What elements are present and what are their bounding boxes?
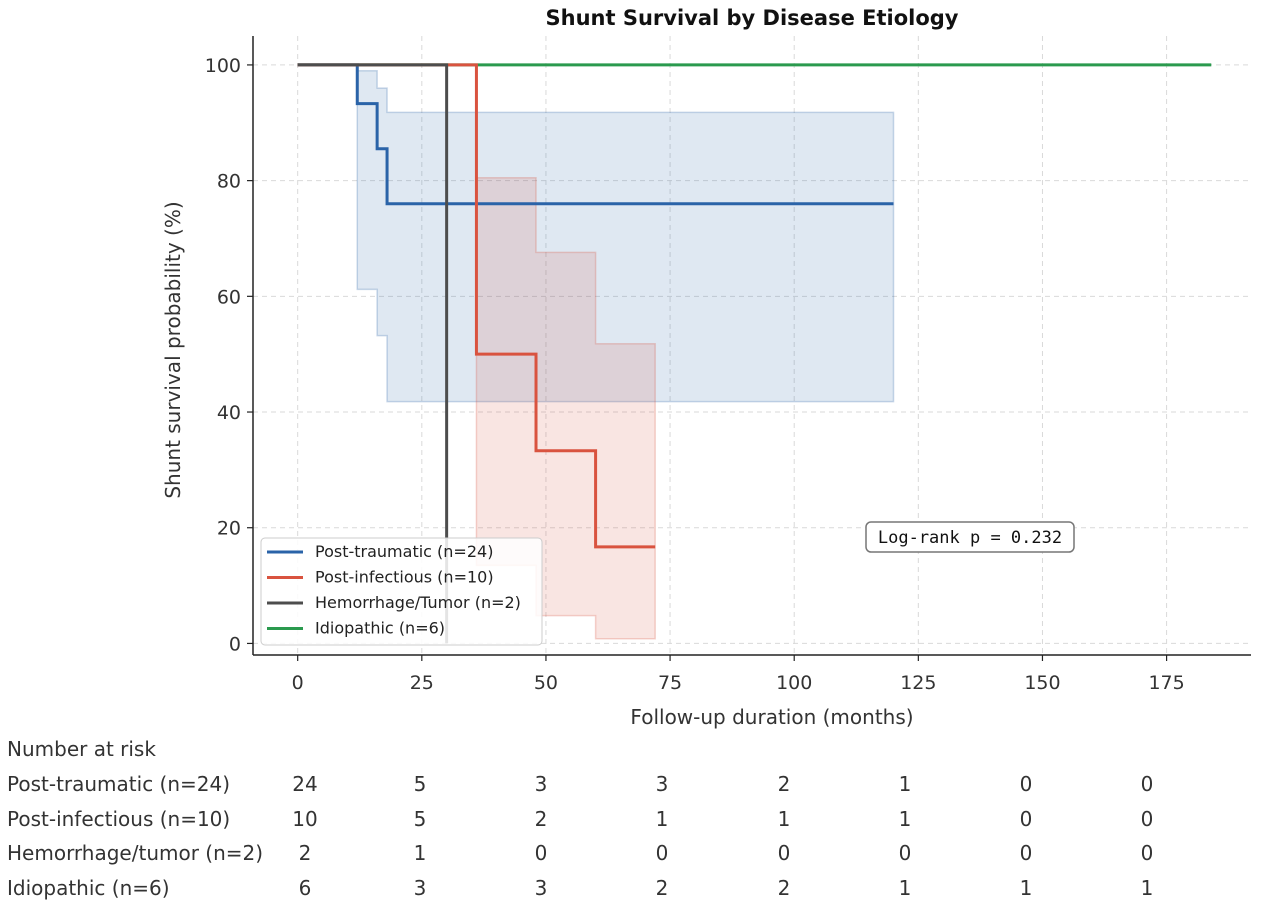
y-tick-label: 100 <box>205 55 241 77</box>
risk-cell: 1 <box>777 806 791 831</box>
risk-cell: 3 <box>655 772 669 796</box>
risk-cell: 5 <box>413 772 427 796</box>
x-tick-label: 0 <box>292 672 304 694</box>
y-tick-label: 80 <box>217 171 241 193</box>
risk-row-label: Post-infectious (n=10) <box>7 806 231 831</box>
risk-cell: 1 <box>655 806 669 831</box>
risk-cell: 2 <box>534 806 548 831</box>
risk-cell: 2 <box>655 876 669 901</box>
ci-band-post-traumatic-n-24 <box>356 69 895 403</box>
x-tick-label: 50 <box>534 672 558 694</box>
risk-cell: 0 <box>1019 806 1033 831</box>
x-tick-label: 100 <box>776 672 812 694</box>
risk-cell: 1 <box>898 806 912 831</box>
risk-cell: 1 <box>1140 876 1154 901</box>
risk-cell: 0 <box>1019 772 1033 796</box>
risk-cell: 0 <box>1019 841 1033 866</box>
risk-cell: 3 <box>413 876 427 901</box>
survival-curves <box>297 63 1212 644</box>
confidence-bands <box>356 69 895 640</box>
x-tick-labels: 0 25 50 75 100 125 150 175 <box>292 672 1185 694</box>
x-tick-label: 25 <box>410 672 434 694</box>
legend: Post-traumatic (n=24) Post-infectious (n=… <box>260 537 543 646</box>
chart-title: Shunt Survival by Disease Etiology <box>546 6 959 30</box>
legend-label-hemorrhage-tumor-n-2: Hemorrhage/Tumor (n=2) <box>315 593 521 612</box>
risk-cell: 1 <box>898 876 912 901</box>
risk-cell: 5 <box>413 806 427 831</box>
logrank-annotation: Log-rank p = 0.232 <box>878 528 1062 548</box>
risk-cell: 0 <box>1140 772 1154 796</box>
risk-row-label: Post-traumatic (n=24) <box>7 772 231 796</box>
curve-hemorrhage-tumor-n-2 <box>297 63 449 644</box>
y-tick-label: 60 <box>217 286 241 308</box>
legend-frame <box>260 537 543 646</box>
x-tick-label: 75 <box>658 672 682 694</box>
legend-label-post-infectious-n-10: Post-infectious (n=10) <box>315 568 494 587</box>
x-tick-label: 125 <box>900 672 936 694</box>
risk-row-label: Idiopathic (n=6) <box>7 876 170 901</box>
risk-cell: 1 <box>413 841 427 866</box>
risk-cell: 0 <box>1140 841 1154 866</box>
x-tick-label: 175 <box>1148 672 1184 694</box>
risk-cell: 0 <box>655 841 669 866</box>
risk-cell: 2 <box>777 876 791 901</box>
risk-cell: 1 <box>1019 876 1033 901</box>
risk-cell: 2 <box>298 841 312 866</box>
y-tick-label: 0 <box>229 633 241 655</box>
risk-cell: 24 <box>292 772 318 796</box>
annotation-frame <box>865 521 1075 553</box>
legend-label-idiopathic-n-6: Idiopathic (n=6) <box>315 619 445 638</box>
y-tick-label: 40 <box>217 402 241 424</box>
risk-cell: 10 <box>292 806 318 831</box>
risk-cell: 3 <box>534 876 548 901</box>
risk-cell: 0 <box>1140 806 1154 831</box>
curve-post-infectious-n-10 <box>297 63 656 549</box>
risk-cell: 2 <box>777 772 791 796</box>
risk-cell: 3 <box>534 772 548 796</box>
risk-cell: 1 <box>898 772 912 796</box>
risk-table-header: Number at risk <box>7 737 156 761</box>
km-chart: Shunt Survival by Disease Etiology 0 25 50… <box>161 6 1251 729</box>
x-tick-label: 150 <box>1024 672 1060 694</box>
risk-cell: 0 <box>777 841 791 866</box>
annotation-box: Log-rank p = 0.232 <box>865 521 1075 553</box>
curve-post-traumatic-n-24 <box>297 63 894 206</box>
axes <box>247 36 1251 661</box>
risk-row-label: Hemorrhage/tumor (n=2) <box>7 841 264 866</box>
y-axis-label: Shunt survival probability (%) <box>161 201 185 498</box>
risk-cell: 0 <box>534 841 548 866</box>
y-tick-label: 20 <box>217 518 241 540</box>
x-axis-label: Follow-up duration (months) <box>630 705 913 729</box>
risk-cell: 6 <box>298 876 312 901</box>
y-tick-labels: 0 20 40 60 80 100 <box>205 55 241 656</box>
legend-label-post-traumatic-n-24: Post-traumatic (n=24) <box>315 542 493 561</box>
risk-cell: 0 <box>898 841 912 866</box>
